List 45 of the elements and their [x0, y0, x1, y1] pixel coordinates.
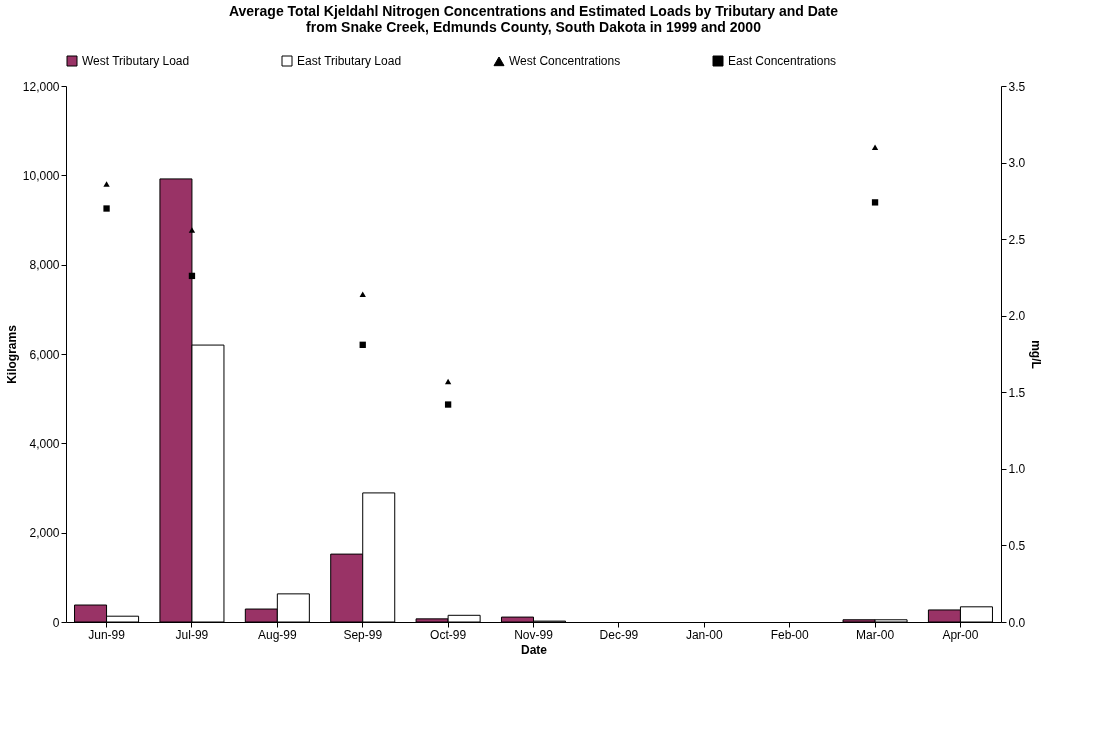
point	[359, 341, 366, 348]
x-tick-label: Aug-99	[257, 627, 298, 642]
y-tick-label: 0	[52, 615, 60, 630]
point	[871, 144, 879, 150]
y2-tick-label: 0.0	[1008, 615, 1026, 630]
point	[188, 272, 196, 280]
x-tick-label: Jul-99	[175, 627, 209, 642]
y-tick-label: 8,000	[29, 258, 60, 273]
y2-tick-label: 1.0	[1008, 462, 1026, 477]
y-axis-title: Kilograms	[4, 324, 19, 384]
legend-label: West Tributary Load	[82, 54, 190, 68]
x-tick-label: Dec-99	[599, 627, 639, 642]
y-tick-label: 12,000	[22, 79, 60, 94]
y-tick-label: 2,000	[29, 526, 60, 541]
x-tick-label: Mar-00	[856, 627, 895, 642]
x-axis-title: Date	[520, 642, 548, 657]
point	[444, 378, 452, 385]
y-tick-label: 6,000	[29, 347, 60, 362]
point	[103, 181, 110, 187]
y2-tick-label: 1.5	[1008, 385, 1026, 400]
y-tick-label: 4,000	[29, 436, 60, 451]
legend-label: East Concentrations	[728, 54, 837, 68]
x-tick-label: Apr-00	[942, 627, 979, 642]
x-tick-label: Oct-99	[430, 627, 467, 642]
y2-tick-label: 3.5	[1008, 79, 1026, 94]
x-tick-label: Feb-00	[770, 627, 809, 642]
point	[871, 199, 879, 206]
legend-label: West Concentrations	[509, 54, 621, 69]
y2-tick-label: 2.0	[1008, 309, 1026, 324]
x-tick-label: Sep-99	[343, 627, 383, 642]
y2-tick-label: 0.5	[1008, 538, 1026, 553]
point	[188, 227, 196, 233]
point	[359, 291, 366, 298]
x-tick-label: Jan-00	[685, 627, 723, 642]
legend-label: East Tributary Load	[297, 54, 402, 68]
y2-axis-title: mg/L	[1029, 340, 1044, 369]
point	[444, 401, 452, 408]
text: from Snake Creek, Edmunds County, South Dakota in 1999 and 2000	[306, 19, 761, 35]
text: Average Total Kjeldahl Nitrogen Concentrations and Estimated Loads by Tributary and Date	[228, 3, 839, 19]
x-tick-label: Jun-99	[88, 627, 126, 642]
point	[103, 205, 110, 212]
y2-tick-label: 3.0	[1008, 156, 1026, 171]
y2-tick-label: 2.5	[1008, 232, 1026, 247]
y-tick-label: 10,000	[22, 168, 60, 183]
x-tick-label: Nov-99	[514, 627, 554, 642]
